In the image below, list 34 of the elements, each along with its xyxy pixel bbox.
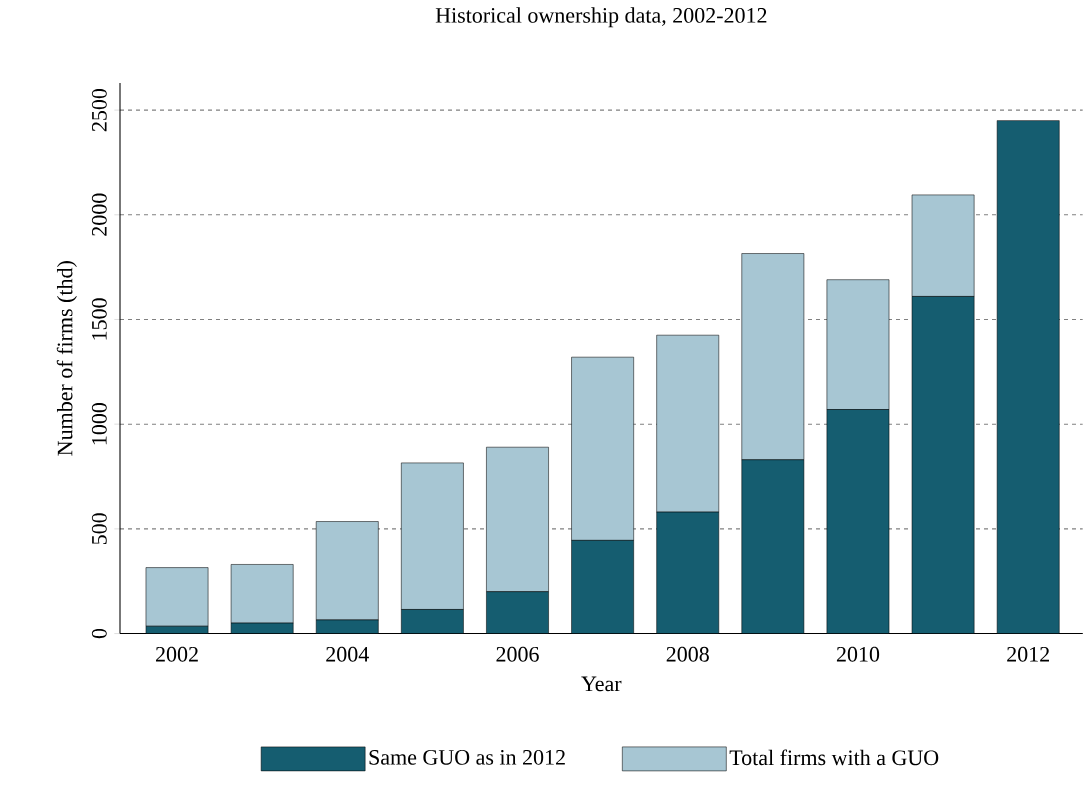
y-axis-title: Number of firms (thd): [56, 261, 77, 456]
y-tick-label: 2500: [91, 89, 107, 132]
bar: [571, 540, 634, 634]
x-axis-title: Year: [581, 676, 622, 692]
bar: [656, 335, 720, 513]
y-tick-label: 1500: [91, 298, 107, 340]
x-tick-label: 2012: [1007, 647, 1049, 662]
y-tick-label: 500: [91, 513, 107, 545]
x-tick-label: 2006: [496, 647, 539, 662]
bar: [741, 459, 805, 634]
bar: [826, 409, 890, 634]
bar: [911, 194, 975, 297]
bar: [315, 521, 379, 621]
bar: [486, 447, 549, 593]
bar: [571, 357, 634, 541]
bar: [230, 564, 294, 624]
x-tick-label: 2002: [155, 647, 198, 662]
x-tick-label: 2008: [666, 647, 709, 662]
legend-label: Total firms with a GUO: [729, 749, 939, 766]
y-tick-label: 1000: [91, 403, 107, 445]
bar: [741, 253, 805, 461]
bar: [401, 609, 464, 634]
y-tick-label: 0: [91, 629, 107, 639]
x-tick-label: 2004: [326, 647, 369, 662]
chart-title: Historical ownership data, 2002-2012: [435, 7, 767, 28]
bar: [656, 512, 720, 634]
bar: [486, 591, 549, 634]
bar: [401, 462, 464, 610]
legend-label: Same GUO as in 2012: [369, 750, 565, 765]
y-tick-label: 2000: [91, 193, 107, 237]
bar: [996, 120, 1060, 634]
bar: [911, 296, 975, 634]
bar: [826, 279, 890, 410]
x-tick-label: 2010: [836, 647, 880, 662]
